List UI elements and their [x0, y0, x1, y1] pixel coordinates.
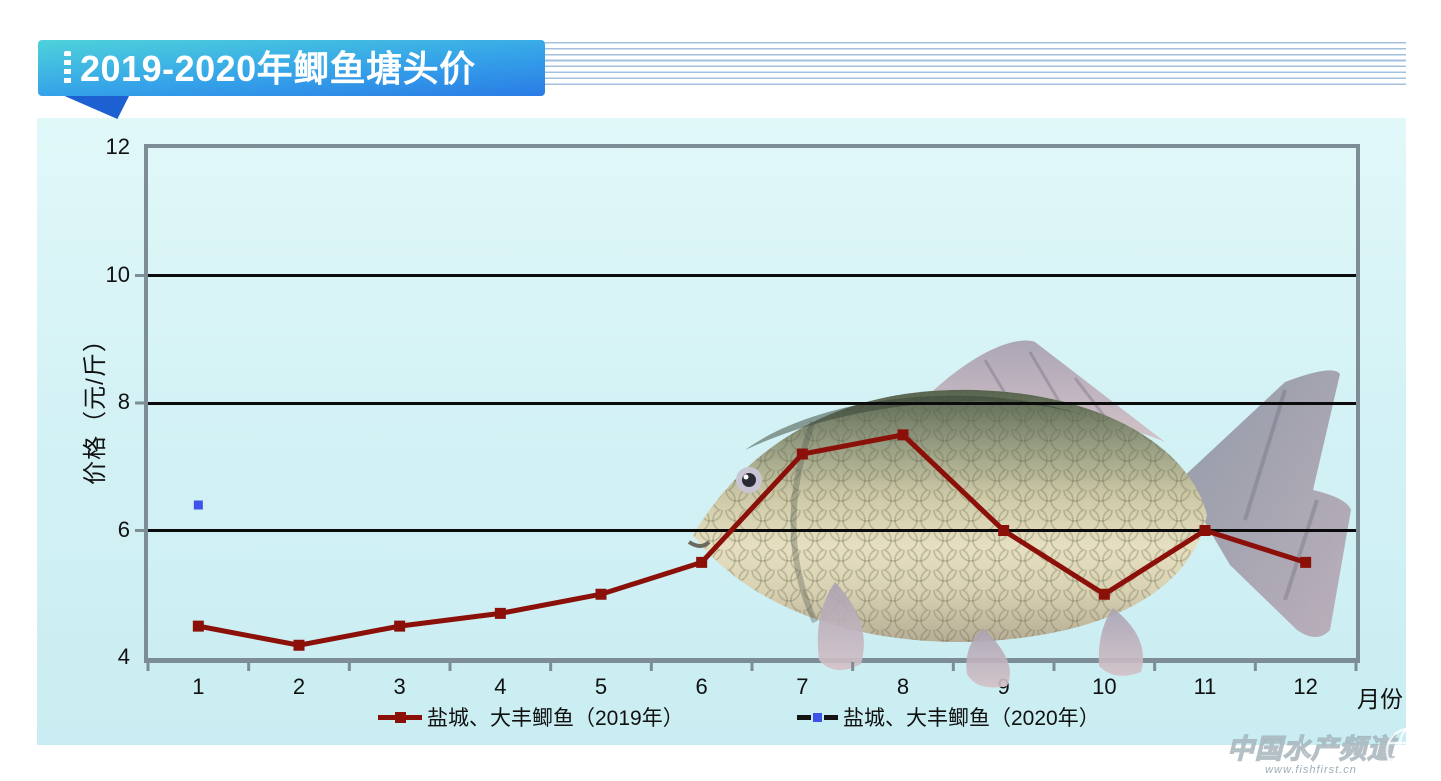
chart-panel: 价格（元/斤） 4 6 8 10 12	[37, 118, 1406, 745]
gridlines	[148, 148, 1356, 658]
x-tick-label: 4	[494, 674, 507, 699]
data-series	[135, 274, 1358, 671]
x-axis-title: 月份	[1357, 686, 1403, 712]
title-banner: 2019-2020年鲫鱼塘头价	[38, 40, 545, 96]
legend-label-2019: 盐城、大丰鲫鱼（2019年）	[427, 707, 684, 730]
watermark: 中国水产频道 www.fishfirst.cn	[1226, 723, 1437, 779]
y-tick-label: 12	[105, 134, 130, 159]
legend-marker-2019-line-icon	[378, 711, 422, 723]
y-tick-label: 6	[117, 516, 130, 542]
legend-label-2020: 盐城、大丰鲫鱼（2020年）	[843, 707, 1100, 730]
y-tick-label: 10	[105, 261, 130, 287]
legend-item-2019: 盐城、大丰鲫鱼（2019年）	[378, 702, 684, 732]
x-tick-label: 3	[393, 674, 406, 699]
plot-area	[135, 144, 1360, 688]
x-tick-label: 5	[594, 674, 608, 699]
pinstripe-decoration	[545, 42, 1406, 89]
legend-item-2020: 盐城、大丰鲫鱼（2020年）	[797, 702, 1100, 732]
banner-tail-decoration	[60, 94, 130, 119]
legend-marker-2020-dashed-line-icon	[797, 712, 838, 722]
watermark-brand: 中国水产频道	[1226, 733, 1395, 764]
globe-icon	[1385, 727, 1433, 775]
y-tick-label: 4	[117, 644, 130, 669]
x-tick-label: 11	[1193, 674, 1217, 699]
x-tick-label: 1	[192, 674, 205, 699]
x-tick-label: 10	[1092, 674, 1117, 699]
page-title: 2019-2020年鲫鱼塘头价	[80, 48, 476, 89]
x-tick-label: 6	[695, 674, 708, 699]
x-tick-label: 7	[796, 674, 809, 699]
x-tick-label: 12	[1293, 674, 1318, 699]
watermark-url: www.fishfirst.cn	[1265, 763, 1357, 776]
x-tick-label: 8	[896, 674, 910, 699]
banner-dash-decoration	[64, 51, 71, 85]
y-tick-label: 8	[117, 389, 130, 414]
x-tick-label: 2	[292, 674, 306, 699]
